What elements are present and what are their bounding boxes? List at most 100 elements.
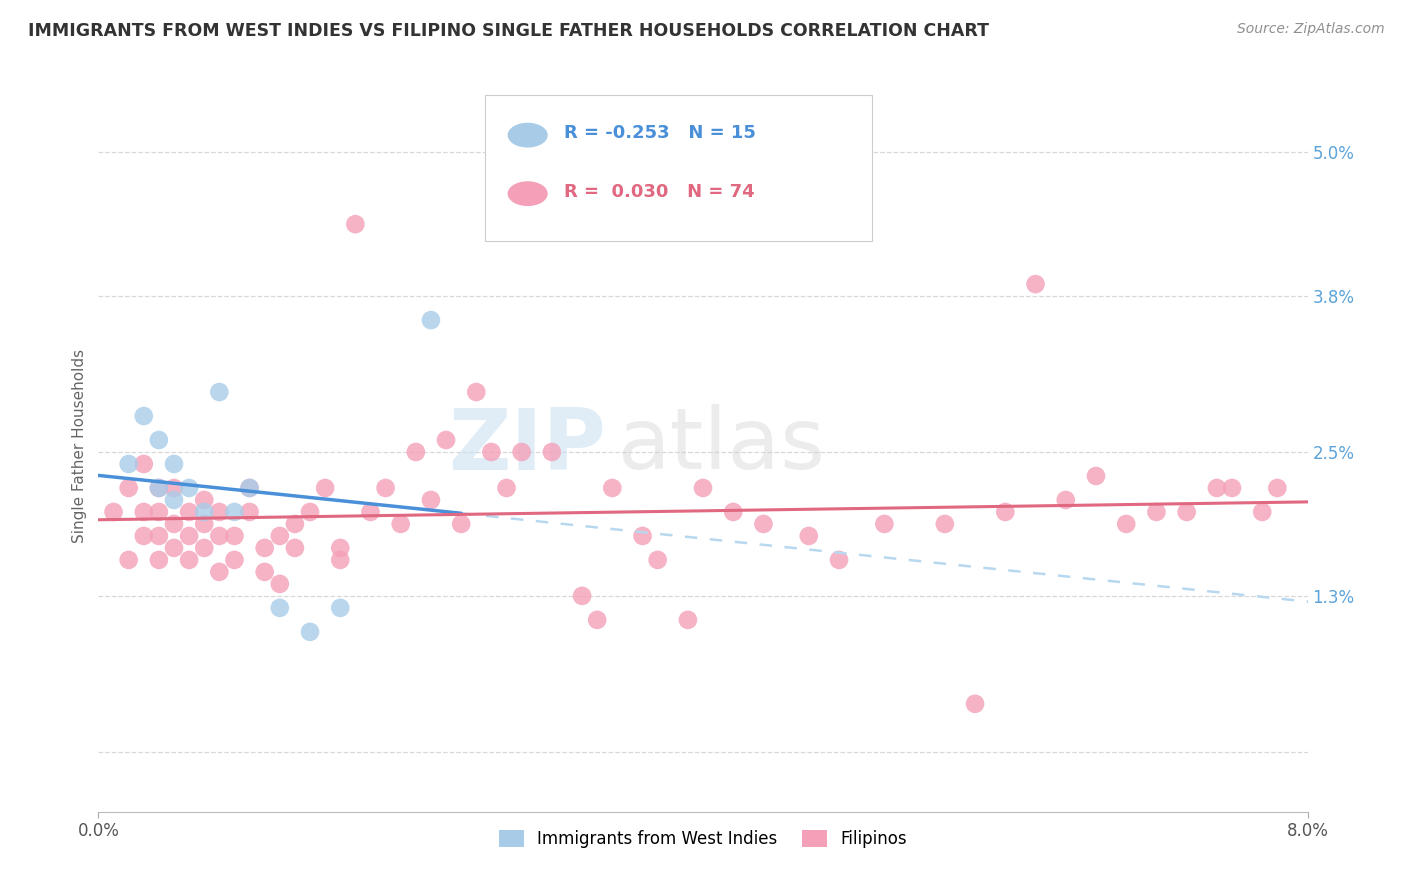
Point <box>723 505 745 519</box>
Point <box>132 529 155 543</box>
Point <box>239 481 262 495</box>
Point <box>193 505 215 519</box>
Point <box>284 541 307 555</box>
Point <box>118 481 141 495</box>
Point <box>828 553 851 567</box>
Point <box>148 529 170 543</box>
Point <box>163 457 186 471</box>
Point <box>193 492 215 507</box>
Point <box>163 481 186 495</box>
Point <box>239 505 262 519</box>
Point <box>1267 481 1289 495</box>
Point <box>163 492 186 507</box>
Point <box>934 516 956 531</box>
Point <box>148 481 170 495</box>
Point <box>148 553 170 567</box>
Point <box>1085 469 1108 483</box>
Point <box>873 516 896 531</box>
Point <box>1054 492 1077 507</box>
Point <box>179 529 201 543</box>
Point <box>224 553 246 567</box>
Point <box>692 481 714 495</box>
Point <box>284 516 307 531</box>
Text: atlas: atlas <box>619 404 827 488</box>
Point <box>571 589 593 603</box>
Point <box>1220 481 1243 495</box>
Point <box>269 600 291 615</box>
Point <box>1175 505 1198 519</box>
Text: Source: ZipAtlas.com: Source: ZipAtlas.com <box>1237 22 1385 37</box>
Point <box>208 385 231 400</box>
FancyBboxPatch shape <box>485 95 872 241</box>
Point <box>148 433 170 447</box>
Point <box>208 565 231 579</box>
Point <box>193 516 215 531</box>
Point <box>1206 481 1229 495</box>
Point <box>495 481 517 495</box>
Point <box>179 505 201 519</box>
Point <box>389 516 412 531</box>
Legend: Immigrants from West Indies, Filipinos: Immigrants from West Indies, Filipinos <box>492 823 914 855</box>
Point <box>269 529 291 543</box>
Point <box>602 481 624 495</box>
Point <box>193 541 215 555</box>
Point <box>329 541 352 555</box>
Point <box>329 553 352 567</box>
Point <box>253 565 276 579</box>
Point <box>752 516 775 531</box>
Point <box>1115 516 1137 531</box>
Point <box>132 457 155 471</box>
Point <box>299 624 322 639</box>
Point <box>132 505 155 519</box>
Point <box>676 613 699 627</box>
Point <box>1025 277 1047 292</box>
Text: R = -0.253   N = 15: R = -0.253 N = 15 <box>564 124 756 142</box>
Point <box>420 492 443 507</box>
Point <box>224 505 246 519</box>
Point <box>103 505 125 519</box>
Point <box>163 516 186 531</box>
Point <box>148 481 170 495</box>
Circle shape <box>509 182 547 205</box>
Point <box>148 505 170 519</box>
Point <box>163 541 186 555</box>
Point <box>647 553 669 567</box>
Point <box>1146 505 1168 519</box>
Point <box>586 613 609 627</box>
Point <box>224 529 246 543</box>
Point <box>118 457 141 471</box>
Point <box>631 529 654 543</box>
Point <box>405 445 427 459</box>
Circle shape <box>509 123 547 147</box>
Point <box>179 481 201 495</box>
Point <box>797 529 820 543</box>
Text: R =  0.030   N = 74: R = 0.030 N = 74 <box>564 183 755 201</box>
Point <box>465 385 488 400</box>
Point <box>314 481 336 495</box>
Point <box>132 409 155 423</box>
Point <box>994 505 1017 519</box>
Point <box>540 445 562 459</box>
Point <box>179 553 201 567</box>
Point <box>510 445 533 459</box>
Point <box>269 577 291 591</box>
Point <box>253 541 276 555</box>
Point <box>450 516 472 531</box>
Y-axis label: Single Father Households: Single Father Households <box>72 349 87 543</box>
Point <box>208 529 231 543</box>
Point <box>420 313 443 327</box>
Text: IMMIGRANTS FROM WEST INDIES VS FILIPINO SINGLE FATHER HOUSEHOLDS CORRELATION CHA: IMMIGRANTS FROM WEST INDIES VS FILIPINO … <box>28 22 988 40</box>
Point <box>434 433 457 447</box>
Point <box>118 553 141 567</box>
Point <box>344 217 367 231</box>
Point <box>965 697 987 711</box>
Point <box>329 600 352 615</box>
Point <box>208 505 231 519</box>
Point <box>374 481 396 495</box>
Point <box>481 445 503 459</box>
Point <box>360 505 382 519</box>
Text: ZIP: ZIP <box>449 404 606 488</box>
Point <box>1251 505 1274 519</box>
Point <box>239 481 262 495</box>
Point <box>299 505 322 519</box>
